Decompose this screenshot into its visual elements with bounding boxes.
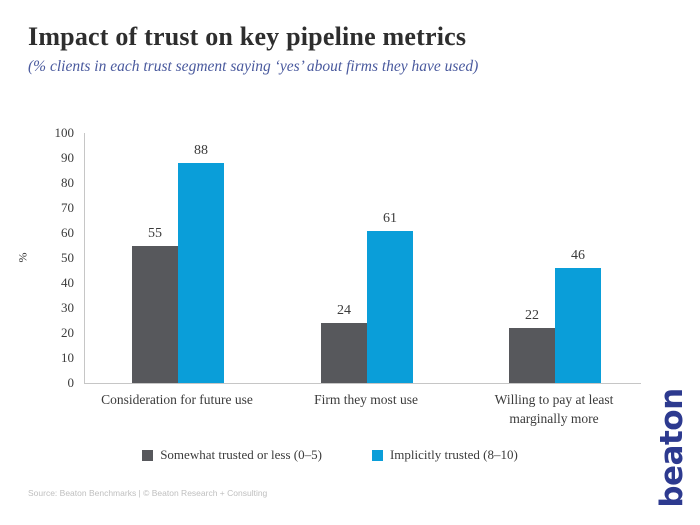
bar-series1-cat1 [367,230,413,383]
y-axis-ticks: 0 10 20 30 40 50 60 70 80 90 100 [14,125,75,390]
legend-label: Implicitly trusted (8–10) [389,447,518,462]
legend-swatch-icon [142,449,154,461]
y-tick-30: 30 [61,300,74,315]
y-tick-10: 10 [61,350,74,365]
x-category-label: Firm they most use [314,392,418,407]
value-label: 88 [194,143,208,158]
x-category-label: Consideration for future use [101,392,253,407]
source-text: Source: Beaton Benchmarks | © Beaton Res… [28,488,268,498]
bar-series0-cat1 [321,323,367,383]
value-label: 24 [337,303,351,318]
y-tick-90: 90 [61,150,74,165]
page-subtitle: (% clients in each trust segment saying … [28,58,479,75]
y-tick-40: 40 [61,275,74,290]
value-label: 55 [148,225,162,241]
plot-area: 55 88 24 61 22 46 [84,133,641,384]
y-tick-50: 50 [61,250,74,265]
y-tick-0: 0 [67,375,75,390]
bar-series1-cat0 [178,163,224,383]
bar-series1-cat2 [555,268,601,383]
value-label: 61 [383,210,397,226]
y-tick-20: 20 [61,325,74,340]
legend-item-series0: Somewhat trusted or less (0–5) [142,447,322,463]
y-axis-label: % [15,252,30,263]
x-category-label: Willing to pay at least marginally more [494,392,614,426]
y-tick-100: 100 [54,125,75,140]
legend-item-series1: Implicitly trusted (8–10) [371,447,518,463]
value-label: 22 [525,308,539,323]
legend-label: Somewhat trusted or less (0–5) [160,447,322,462]
y-tick-60: 60 [61,225,74,240]
bar-series0-cat2 [509,328,555,383]
page-title: Impact of trust on key pipeline metrics [28,22,467,51]
legend-swatch-icon [371,449,383,461]
y-tick-80: 80 [61,175,74,190]
value-label: 46 [571,248,585,263]
beaton-logo: beaton [654,388,690,508]
y-tick-70: 70 [61,200,74,215]
chart-legend: Somewhat trusted or less (0–5) Implicitly… [0,447,660,463]
bar-series0-cat0 [132,245,178,383]
